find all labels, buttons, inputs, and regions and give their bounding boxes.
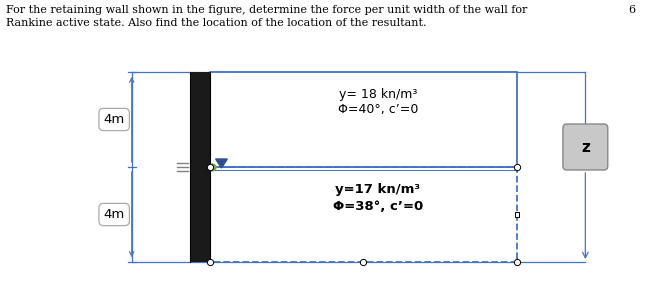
Text: Φ=40°, c’=0: Φ=40°, c’=0: [338, 103, 418, 116]
Bar: [210, 167, 517, 262]
Text: 6: 6: [628, 5, 636, 15]
Text: For the retaining wall shown in the figure, determine the force per unit width o: For the retaining wall shown in the figu…: [6, 5, 527, 15]
Text: z: z: [581, 139, 590, 154]
Text: 4m: 4m: [103, 208, 125, 221]
Text: Φ=38°, c’=0: Φ=38°, c’=0: [333, 201, 423, 214]
Text: Rankine active state. Also find the location of the location of the resultant.: Rankine active state. Also find the loca…: [6, 18, 426, 28]
Text: y= 18 kn/m³: y= 18 kn/m³: [339, 87, 417, 101]
Polygon shape: [216, 159, 227, 168]
Bar: [190, 72, 210, 262]
FancyBboxPatch shape: [563, 124, 608, 170]
Text: 4m: 4m: [103, 113, 125, 126]
Bar: [515, 212, 519, 217]
Bar: [210, 72, 517, 167]
Text: y=17 kn/m³: y=17 kn/m³: [336, 183, 420, 195]
